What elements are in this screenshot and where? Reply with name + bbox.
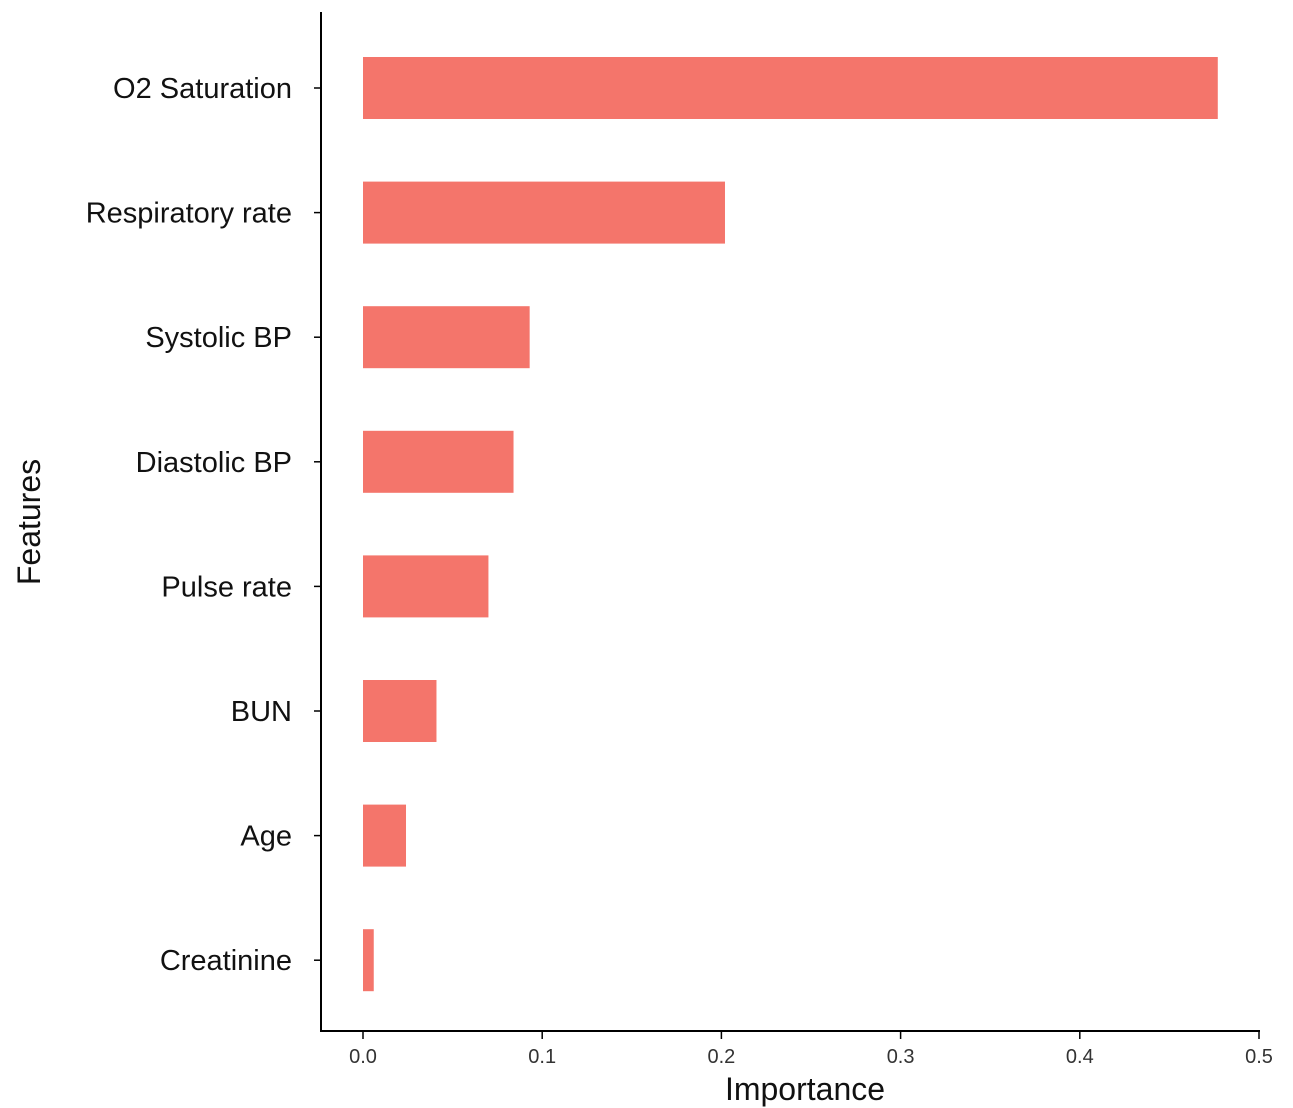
x-tick-label-3: 0.3 [887, 1046, 915, 1068]
bar-2 [363, 306, 530, 369]
y-axis-title: Features [11, 459, 47, 585]
y-tick-label-6: Age [240, 821, 292, 853]
y-tick-label-0: O2 Saturation [113, 73, 292, 105]
y-ticks-group: O2 Saturation Respiratory rate Systolic BP… [86, 73, 321, 977]
bar-4 [363, 555, 489, 618]
y-tick-label-7: Creatinine [160, 945, 292, 977]
x-axis-title: Importance [725, 1071, 885, 1107]
bar-0 [363, 57, 1218, 119]
x-tick-label-1: 0.1 [528, 1046, 556, 1068]
bar-1 [363, 181, 725, 244]
bars-group [363, 57, 1218, 992]
y-tick-label-4: Pulse rate [161, 571, 292, 603]
bar-5 [363, 680, 437, 742]
bar-7 [363, 929, 374, 992]
bar-3 [363, 430, 514, 493]
y-tick-label-3: Diastolic BP [136, 447, 292, 479]
bar-6 [363, 804, 407, 867]
x-ticks-group: 0.0 0.1 0.2 0.3 0.4 0.5 [349, 1031, 1273, 1068]
y-tick-label-1: Respiratory rate [86, 198, 292, 230]
y-tick-label-5: BUN [231, 696, 292, 728]
x-tick-label-2: 0.2 [707, 1046, 735, 1068]
x-tick-label-5: 0.5 [1245, 1046, 1273, 1068]
y-tick-label-2: Systolic BP [145, 322, 292, 354]
x-tick-label-0: 0.0 [349, 1046, 377, 1068]
x-tick-label-4: 0.4 [1066, 1046, 1094, 1068]
